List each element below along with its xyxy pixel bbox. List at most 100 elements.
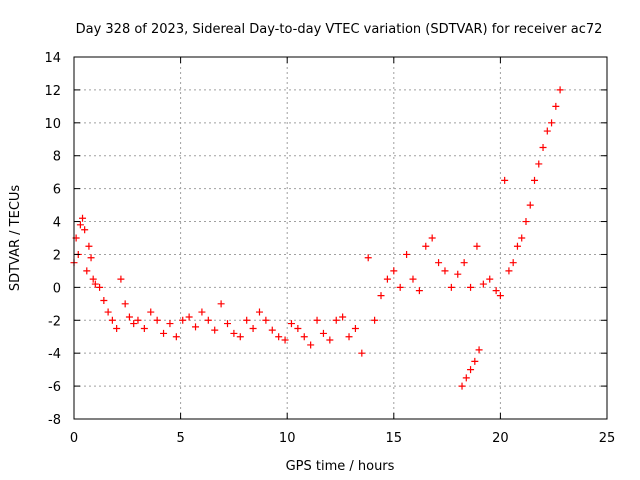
data-point: [364, 254, 372, 262]
y-tick-label: 14: [44, 51, 61, 66]
data-point: [403, 250, 411, 258]
data-point: [467, 366, 475, 374]
data-point: [224, 320, 232, 328]
data-point: [460, 259, 468, 267]
data-point: [281, 336, 289, 344]
chart-title: Day 328 of 2023, Sidereal Day-to-day VTE…: [76, 22, 603, 37]
data-point: [371, 316, 379, 324]
data-point: [522, 218, 530, 226]
data-point: [104, 308, 112, 316]
data-point: [300, 333, 308, 341]
data-point: [121, 300, 129, 308]
data-point: [198, 308, 206, 316]
x-tick-label: 10: [279, 431, 296, 446]
data-point: [422, 242, 430, 250]
data-point: [428, 234, 436, 242]
data-point: [79, 214, 87, 222]
data-point: [255, 308, 263, 316]
data-point: [294, 325, 302, 332]
data-point: [505, 267, 513, 275]
data-point: [192, 323, 200, 331]
data-point: [531, 176, 539, 184]
data-point: [396, 283, 404, 291]
data-point: [268, 326, 276, 334]
grid: [74, 57, 607, 419]
data-point: [117, 275, 125, 283]
data-point: [358, 349, 366, 357]
data-point: [130, 320, 138, 328]
data-point: [462, 374, 470, 382]
data-point: [377, 292, 385, 300]
data-point: [509, 259, 517, 267]
data-point: [76, 221, 84, 229]
data-point: [262, 316, 270, 324]
y-tick-label: -8: [48, 413, 61, 428]
y-tick-label: -6: [48, 380, 61, 395]
data-point: [307, 341, 315, 349]
y-tick-label: 12: [44, 84, 61, 99]
data-point: [492, 287, 500, 295]
data-point: [243, 316, 251, 324]
data-point: [326, 336, 334, 344]
data-point: [332, 316, 340, 324]
data-point: [339, 313, 347, 321]
data-point: [91, 280, 99, 288]
data-point: [475, 346, 483, 354]
data-point: [409, 275, 417, 283]
data-point: [539, 144, 547, 151]
y-tick-label: -4: [48, 347, 61, 362]
data-point: [471, 357, 479, 365]
data-point: [81, 226, 89, 234]
data-point: [447, 283, 455, 291]
x-axis-label: GPS time / hours: [286, 459, 395, 474]
x-tick-label: 5: [176, 431, 184, 446]
x-tick-label: 25: [599, 431, 616, 446]
data-point: [108, 316, 116, 324]
y-tick-label: 10: [44, 117, 61, 132]
data-point: [454, 270, 462, 278]
data-point: [543, 127, 551, 135]
y-tick-label: -2: [48, 314, 61, 329]
data-point: [179, 316, 187, 324]
data-point: [415, 287, 423, 295]
data-point: [383, 275, 391, 283]
data-point: [473, 242, 481, 250]
y-tick-label: 6: [53, 183, 61, 198]
x-tick-label: 20: [492, 431, 509, 446]
data-point: [556, 86, 564, 94]
data-point: [89, 275, 97, 283]
data-point: [535, 160, 543, 168]
data-point: [217, 300, 225, 308]
y-tick-label: 0: [53, 281, 61, 296]
y-tick-labels: -8 -6 -4 -2 0 2 4 6 8 10 12 14: [44, 51, 61, 428]
y-tick-label: 4: [53, 216, 61, 231]
data-point: [211, 326, 219, 334]
data-point: [458, 382, 466, 390]
data-point: [204, 316, 212, 324]
data-point: [236, 333, 244, 341]
x-tick-label: 0: [70, 431, 78, 446]
data-point: [351, 325, 359, 332]
data-point: [345, 333, 353, 341]
data-point: [172, 333, 180, 341]
data-point: [134, 316, 142, 324]
data-points: [70, 86, 564, 390]
data-point: [249, 325, 257, 332]
axis-ticks: [73, 56, 608, 420]
data-point: [100, 297, 108, 305]
data-point: [113, 325, 121, 332]
y-axis-label: SDTVAR / TECUs: [8, 185, 23, 292]
data-point: [166, 320, 174, 328]
data-point: [287, 320, 295, 328]
data-point: [185, 313, 193, 321]
data-point: [435, 259, 443, 267]
data-point: [319, 329, 327, 337]
data-point: [467, 283, 475, 291]
plot-frame: [73, 56, 608, 420]
data-point: [548, 119, 556, 127]
data-point: [518, 234, 526, 242]
data-point: [513, 242, 521, 250]
x-tick-label: 15: [386, 431, 403, 446]
data-point: [160, 329, 168, 337]
